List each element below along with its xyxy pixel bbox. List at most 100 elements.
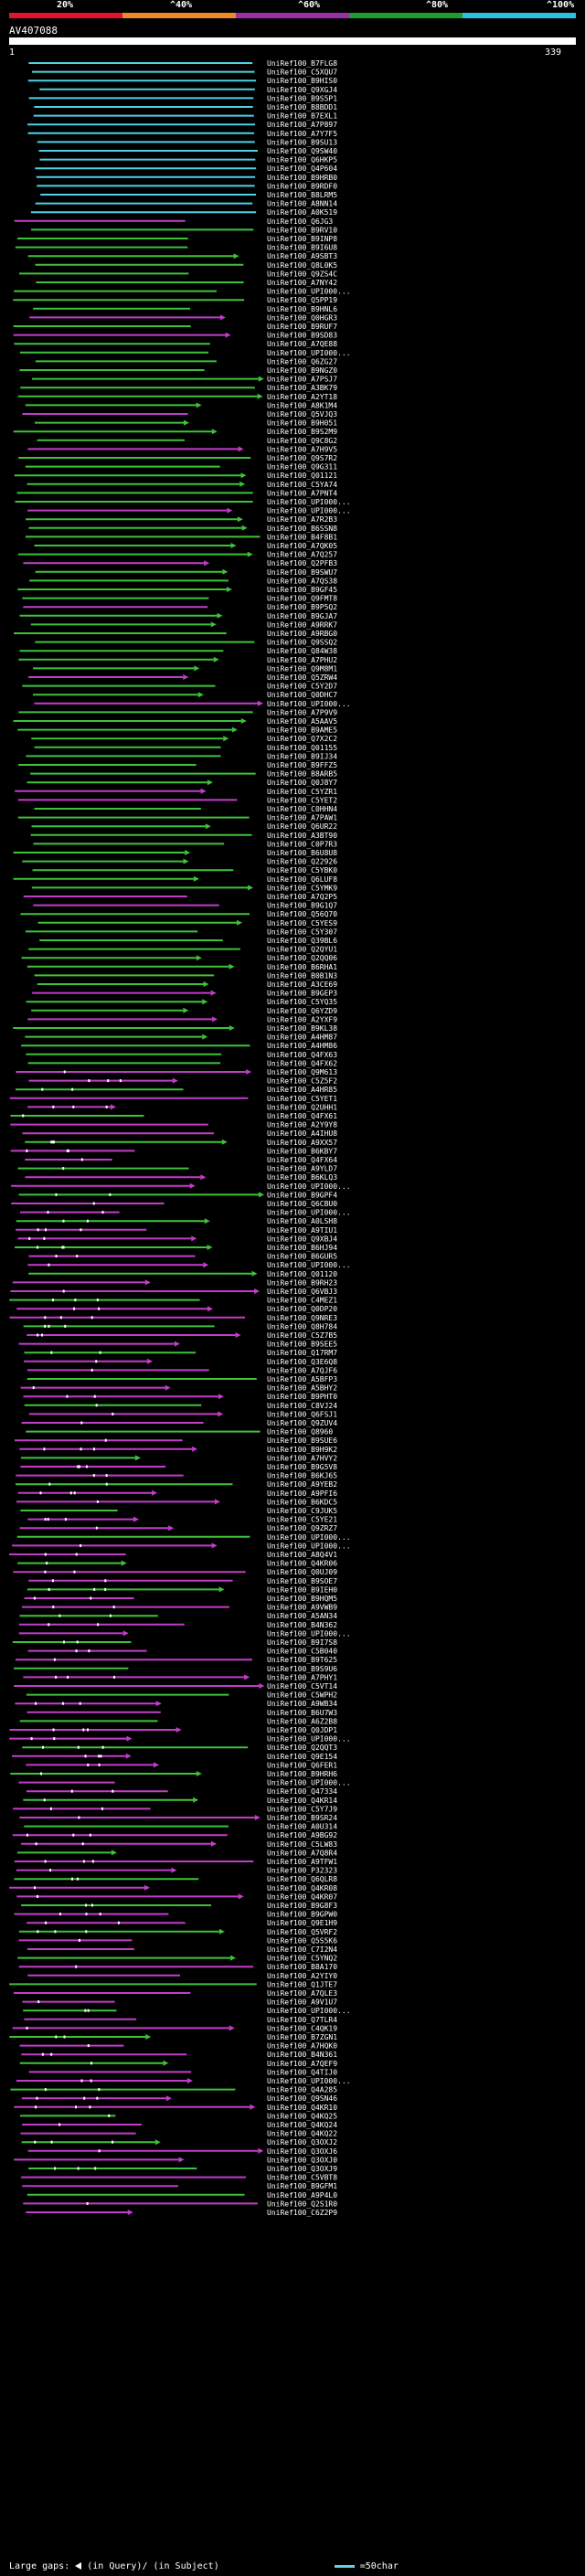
hit-label[interactable]: UniRef100_Q9E1H9 [267, 1919, 337, 1927]
hit-row[interactable]: UniRef100_C5Z7B5 [27, 1331, 337, 1340]
hit-label[interactable]: UniRef100_Q6UR22 [267, 822, 337, 831]
hit-row[interactable]: UniRef100_C5B040 [27, 1648, 338, 1656]
hit-label[interactable]: UniRef100_B9S9U6 [267, 1665, 337, 1673]
hit-row[interactable]: UniRef100_B8ARB5 [30, 770, 337, 779]
hit-label[interactable]: UniRef100_A7HVY2 [267, 1454, 337, 1462]
hit-label[interactable]: UniRef100_Q2UHH1 [267, 1103, 337, 1111]
hit-row[interactable]: UniRef100_B9IEH0 [27, 1585, 337, 1594]
hit-label[interactable]: UniRef100_A9SBT3 [267, 252, 337, 260]
hit-label[interactable]: UniRef100_A8NN14 [267, 200, 337, 208]
hit-row[interactable]: UniRef100_A9TIU1 [16, 1226, 337, 1235]
hit-row[interactable]: UniRef100_Q39BL6 [39, 937, 337, 945]
hit-label[interactable]: UniRef100_Q9C8G2 [267, 437, 337, 445]
hit-row[interactable]: UniRef100_Q2PFB3 [23, 559, 337, 567]
hit-label[interactable]: UniRef100_B9RDF0 [267, 182, 337, 190]
hit-row[interactable]: UniRef100_Q3OXJ0 [14, 2156, 337, 2164]
hit-label[interactable]: UniRef100_Q7X2C2 [267, 735, 337, 743]
hit-label[interactable]: UniRef100_Q01155 [267, 744, 337, 752]
hit-row[interactable]: UniRef100_UPI000... [18, 1779, 351, 1787]
hit-label[interactable]: UniRef100_Q3OXJ9 [267, 2165, 337, 2173]
hit-label[interactable]: UniRef100_UPI000... [267, 498, 351, 506]
hit-label[interactable]: UniRef100_A7NY42 [267, 279, 337, 287]
hit-row[interactable]: UniRef100_UPI000... [11, 1182, 351, 1191]
hit-label[interactable]: UniRef100_A7PHY1 [267, 1673, 337, 1681]
hit-label[interactable]: UniRef100_Q01121 [267, 472, 337, 480]
hit-label[interactable]: UniRef100_A3BK79 [267, 384, 337, 392]
hit-label[interactable]: UniRef100_B9I7S8 [267, 1638, 337, 1647]
hit-label[interactable]: UniRef100_C4MEZ1 [267, 1297, 337, 1305]
hit-label[interactable]: UniRef100_UPI000... [267, 1779, 351, 1787]
hit-label[interactable]: UniRef100_C6Z2P9 [267, 2209, 337, 2217]
hit-label[interactable]: UniRef100_C5YBK0 [267, 866, 337, 875]
hit-row[interactable]: UniRef100_A7P897 [27, 121, 337, 129]
hit-row[interactable]: UniRef100_B9RUF7 [13, 323, 338, 331]
hit-label[interactable]: UniRef100_Q5S5K6 [267, 1936, 337, 1945]
hit-row[interactable]: UniRef100_Q9NRE3 [9, 1314, 338, 1322]
hit-row[interactable]: UniRef100_B9I7S8 [12, 1638, 337, 1647]
hit-label[interactable]: UniRef100_A7QLE3 [267, 1989, 337, 1998]
hit-row[interactable]: UniRef100_A9BG92 [12, 1831, 337, 1839]
hit-label[interactable]: UniRef100_B6GUR5 [267, 1253, 337, 1261]
hit-label[interactable]: UniRef100_Q5VRF2 [267, 1928, 337, 1936]
hit-label[interactable]: UniRef100_A4HM86 [267, 1042, 337, 1050]
hit-label[interactable]: UniRef100_Q6FER1 [267, 1761, 337, 1769]
hit-label[interactable]: UniRef100_C5Z7B5 [267, 1331, 337, 1340]
hit-row[interactable]: UniRef100_Q4TIJ0 [28, 2068, 338, 2076]
hit-label[interactable]: UniRef100_B9GFM1 [267, 2182, 337, 2190]
hit-row[interactable]: UniRef100_A7Q257 [17, 551, 337, 559]
hit-label[interactable]: UniRef100_B9HRB0 [267, 174, 337, 182]
hit-row[interactable]: UniRef100_C5YES9 [37, 919, 337, 928]
hit-row[interactable]: UniRef100_B6U7W3 [27, 1709, 338, 1717]
hit-label[interactable]: UniRef100_Q4KR07 [267, 1892, 337, 1901]
hit-row[interactable]: UniRef100_Q84W38 [19, 647, 337, 655]
hit-row[interactable]: UniRef100_A7QS38 [29, 577, 337, 585]
hit-row[interactable]: UniRef100_A8K1M4 [25, 401, 337, 409]
hit-row[interactable]: UniRef100_UPI000... [27, 1261, 351, 1269]
hit-label[interactable]: UniRef100_Q8L0K5 [267, 261, 337, 270]
hit-row[interactable]: UniRef100_B7FLG8 [28, 59, 337, 68]
hit-label[interactable]: UniRef100_B9AME5 [267, 726, 337, 735]
hit-row[interactable]: UniRef100_Q8H784 [23, 1322, 338, 1330]
hit-row[interactable]: UniRef100_Q9SN46 [21, 2094, 337, 2103]
hit-row[interactable]: UniRef100_A4HR85 [15, 1086, 337, 1094]
hit-row[interactable]: UniRef100_A2YXF9 [27, 1015, 337, 1023]
hit-row[interactable]: UniRef100_B9RV10 [31, 226, 337, 234]
hit-label[interactable]: UniRef100_Q4A285 [267, 2086, 337, 2094]
hit-row[interactable]: UniRef100_Q6LUF8 [13, 875, 338, 884]
hit-label[interactable]: UniRef100_B9SD83 [267, 332, 337, 340]
hit-row[interactable]: UniRef100_UPI000... [34, 700, 351, 708]
hit-label[interactable]: UniRef100_C5YE21 [267, 1516, 337, 1524]
hit-row[interactable]: UniRef100_Q01121 [14, 472, 337, 480]
hit-row[interactable]: UniRef100_A7HVY2 [20, 1454, 337, 1462]
hit-label[interactable]: UniRef100_Q1JTE7 [267, 1980, 337, 1988]
hit-row[interactable]: UniRef100_Q1JTE7 [9, 1980, 337, 1988]
hit-label[interactable]: UniRef100_B9H9K2 [267, 1446, 337, 1454]
hit-label[interactable]: UniRef100_Q5PP19 [267, 296, 337, 304]
hit-row[interactable]: UniRef100_A3CE69 [37, 981, 337, 989]
hit-label[interactable]: UniRef100_A5AN34 [267, 1612, 337, 1620]
hit-row[interactable]: UniRef100_Q9E1H9 [27, 1919, 337, 1927]
hit-row[interactable]: UniRef100_Q0JDP1 [9, 1726, 338, 1734]
hit-row[interactable]: UniRef100_Q5ZRW4 [28, 673, 337, 682]
hit-row[interactable]: UniRef100_UPI000... [20, 1209, 351, 1217]
hit-row[interactable]: UniRef100_B9H9K2 [19, 1446, 337, 1454]
hit-row[interactable]: UniRef100_Q4KR14 [23, 1797, 337, 1805]
hit-row[interactable]: UniRef100_B9GJA7 [19, 612, 338, 620]
hit-label[interactable]: UniRef100_A9YEB2 [267, 1480, 337, 1489]
hit-label[interactable]: UniRef100_B6KJ65 [267, 1472, 337, 1480]
hit-label[interactable]: UniRef100_UPI000... [267, 700, 351, 708]
hit-label[interactable]: UniRef100_B9SU13 [267, 138, 337, 146]
hit-row[interactable]: UniRef100_A3BT90 [30, 832, 338, 840]
hit-label[interactable]: UniRef100_B9PHT0 [267, 1393, 337, 1401]
hit-row[interactable]: UniRef100_B9SOE7 [28, 1577, 337, 1585]
hit-label[interactable]: UniRef100_B9SUE6 [267, 1436, 337, 1445]
hit-label[interactable]: UniRef100_B6KLQ3 [267, 1173, 337, 1182]
hit-label[interactable]: UniRef100_A9RBG0 [267, 630, 337, 638]
hit-row[interactable]: UniRef100_B9HRB0 [36, 174, 337, 182]
hit-label[interactable]: UniRef100_B9IJ34 [267, 752, 337, 760]
hit-row[interactable]: UniRef100_A7R2B3 [26, 515, 337, 524]
hit-label[interactable]: UniRef100_Q2QYU1 [267, 946, 337, 954]
hit-label[interactable]: UniRef100_Q2QQT3 [267, 1744, 337, 1752]
hit-label[interactable]: UniRef100_C5YMK9 [267, 884, 337, 892]
hit-label[interactable]: UniRef100_Q9ZS4C [267, 270, 337, 278]
